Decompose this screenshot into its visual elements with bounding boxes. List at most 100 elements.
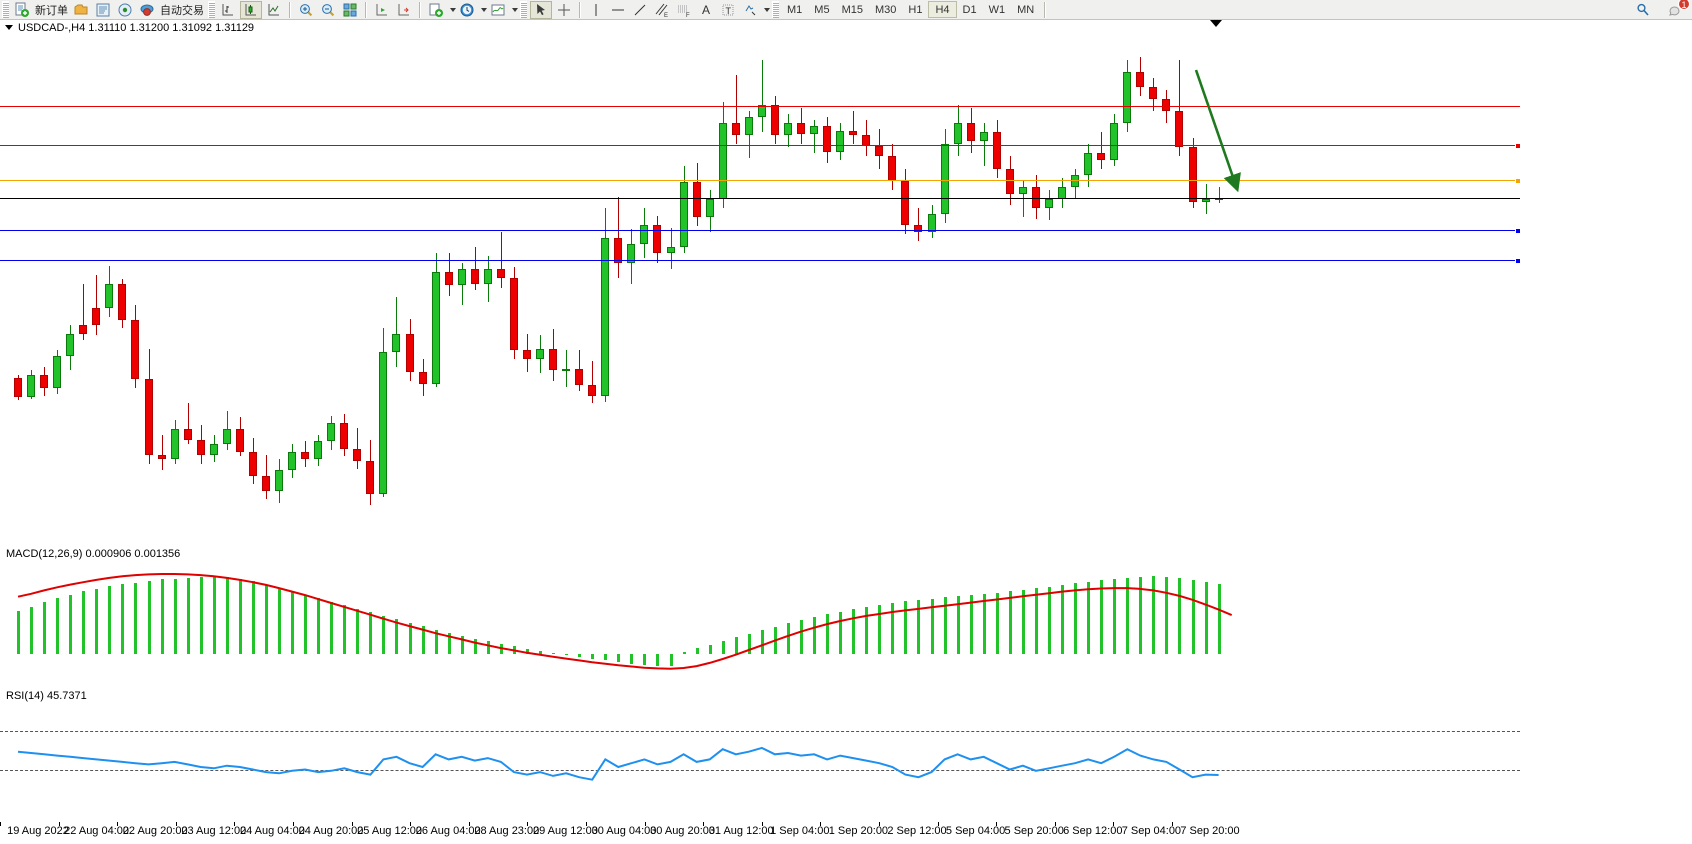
macd-histogram-bar xyxy=(525,648,529,654)
price-level-line[interactable] xyxy=(0,227,1520,234)
macd-histogram-bar xyxy=(617,653,621,663)
time-tick-mark xyxy=(410,822,412,826)
candle-body xyxy=(536,348,544,360)
time-tick-label: 23 Aug 12:00 xyxy=(181,825,247,837)
macd-plot[interactable] xyxy=(0,546,1520,684)
time-tick-label: 5 Sep 04:00 xyxy=(945,825,1006,837)
candle-wick xyxy=(188,403,189,445)
folder-icon[interactable] xyxy=(71,1,91,19)
macd-histogram-bar xyxy=(82,591,86,654)
horizontal-line-icon[interactable] xyxy=(608,1,628,19)
templates-dropdown-caret[interactable] xyxy=(512,7,518,12)
candle-body xyxy=(1136,71,1145,87)
price-plot[interactable] xyxy=(0,20,1520,544)
vertical-line-icon[interactable] xyxy=(586,1,606,19)
time-tick-label: 24 Aug 20:00 xyxy=(298,825,364,837)
period-w1[interactable]: W1 xyxy=(988,3,1006,16)
rsi-plot[interactable] xyxy=(0,688,1520,821)
toolbar-grip[interactable] xyxy=(2,1,9,18)
new-order-label[interactable]: 新订单 xyxy=(35,4,68,17)
price-level-handle[interactable] xyxy=(1515,143,1520,150)
price-level-handle[interactable] xyxy=(1515,177,1520,184)
notifications-icon[interactable]: 1 xyxy=(1665,0,1690,19)
macd-histogram-bar xyxy=(1204,581,1208,654)
crosshair-icon[interactable] xyxy=(554,1,574,19)
timeframe-dropdown-caret[interactable] xyxy=(481,7,487,12)
period-h1[interactable]: H1 xyxy=(908,3,923,16)
candle-body xyxy=(27,374,36,398)
toolbar-separator-4 xyxy=(579,1,581,18)
candle-wick xyxy=(1179,59,1180,157)
cursor-icon[interactable] xyxy=(530,0,552,19)
period-m30[interactable]: M30 xyxy=(874,3,897,16)
candle-body xyxy=(144,379,153,455)
price-level-line[interactable] xyxy=(0,197,1520,199)
toolbar-grip-2[interactable] xyxy=(208,1,215,18)
price-level-handle[interactable] xyxy=(1515,258,1520,265)
period-m15[interactable]: M15 xyxy=(841,3,863,16)
text-box-icon[interactable]: T xyxy=(718,1,738,19)
time-tick-label: 31 Aug 12:00 xyxy=(708,825,774,837)
svg-text:F: F xyxy=(686,13,690,18)
price-level-line[interactable] xyxy=(0,177,1520,184)
candle-body xyxy=(1110,123,1119,160)
toolbar-grip-3[interactable] xyxy=(520,1,527,18)
price-level-line[interactable] xyxy=(0,143,1520,150)
candle-body xyxy=(392,333,401,352)
zoom-in-icon[interactable] xyxy=(296,1,316,19)
bar-chart-icon[interactable] xyxy=(218,1,238,19)
chart-window-icon[interactable] xyxy=(340,1,360,19)
templates-icon[interactable] xyxy=(488,1,508,19)
macd-histogram-bar xyxy=(43,601,47,654)
macd-histogram-bar xyxy=(108,585,112,654)
candle-body xyxy=(1175,111,1184,148)
candle-wick xyxy=(592,361,593,404)
time-tick-mark xyxy=(0,822,1,826)
fibonacci-icon[interactable]: F xyxy=(674,1,694,19)
price-level-line[interactable] xyxy=(0,258,1520,265)
trendline-icon[interactable] xyxy=(630,1,650,19)
add-indicator-icon[interactable] xyxy=(426,1,446,19)
candle-body xyxy=(979,132,988,142)
text-label-icon[interactable]: A xyxy=(701,2,710,17)
candle-body xyxy=(640,224,649,245)
toolbar-separator-5 xyxy=(1044,1,1047,18)
arrows-dropdown-caret[interactable] xyxy=(764,7,770,12)
indicator-dropdown-caret[interactable] xyxy=(450,7,456,12)
candlestick-chart-icon[interactable] xyxy=(240,0,262,19)
chart-menu-caret[interactable] xyxy=(5,25,13,30)
time-tick-mark xyxy=(58,822,60,826)
macd-histogram-bar xyxy=(486,641,490,654)
candle-body xyxy=(183,429,192,440)
equidistant-channel-icon[interactable]: E xyxy=(652,1,672,19)
period-d1[interactable]: D1 xyxy=(962,3,977,16)
data-window-icon[interactable] xyxy=(93,1,113,19)
period-m1[interactable]: M1 xyxy=(787,3,803,16)
arrows-icon[interactable] xyxy=(740,1,760,19)
search-icon[interactable] xyxy=(1633,1,1653,19)
chart-scroll-marker[interactable] xyxy=(1210,20,1222,27)
period-mn[interactable]: MN xyxy=(1017,3,1035,16)
expert-advisor-icon[interactable] xyxy=(137,1,157,19)
period-h4[interactable]: H4 xyxy=(928,1,957,18)
candle-body xyxy=(301,451,310,460)
price-level-line[interactable] xyxy=(0,105,1520,107)
navigator-icon[interactable] xyxy=(115,1,135,19)
macd-histogram-bar xyxy=(238,579,242,654)
candle-body xyxy=(405,333,414,372)
auto-trading-label[interactable]: 自动交易 xyxy=(160,4,204,17)
macd-histogram-bar xyxy=(160,579,164,654)
line-chart-icon[interactable] xyxy=(264,1,284,19)
candle-body xyxy=(627,244,636,263)
candle-body xyxy=(366,460,375,495)
macd-histogram-bar xyxy=(121,583,125,654)
price-level-handle[interactable] xyxy=(1515,227,1520,234)
chart-area[interactable]: 1.322351.320401.318401.316451.314451.310… xyxy=(0,20,1692,844)
zoom-out-icon[interactable] xyxy=(318,1,338,19)
shift-chart-icon[interactable] xyxy=(372,1,392,19)
timeframe-clock-icon[interactable] xyxy=(457,1,477,19)
toolbar-grip-4[interactable] xyxy=(772,1,779,18)
period-m5[interactable]: M5 xyxy=(814,3,830,16)
new-order-icon[interactable] xyxy=(12,1,32,19)
auto-scroll-icon[interactable] xyxy=(394,1,414,19)
